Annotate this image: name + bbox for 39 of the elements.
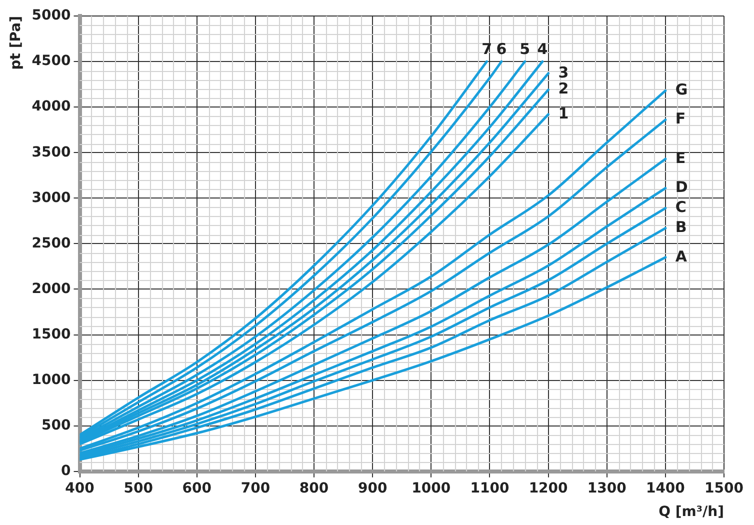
series-label: C — [675, 198, 686, 216]
series-label: F — [675, 110, 686, 128]
x-tick-label: 400 — [65, 480, 95, 496]
y-tick-label: 1000 — [32, 372, 72, 388]
series-label: A — [675, 247, 688, 266]
y-tick-label: 4000 — [32, 98, 72, 115]
series-label: 2 — [558, 80, 569, 98]
x-tick-label: 1300 — [587, 480, 627, 496]
x-tick-label: 1500 — [704, 480, 744, 496]
x-tick-label: 600 — [182, 480, 212, 496]
x-tick-label: 800 — [299, 480, 329, 496]
series-label: G — [675, 80, 688, 99]
y-tick-label: 2000 — [32, 280, 72, 297]
y-tick-label: 3000 — [32, 190, 72, 206]
x-axis-title: Q [m³/h] — [658, 504, 724, 520]
series-label: 3 — [558, 63, 569, 82]
y-tick-label: 5000 — [32, 8, 72, 24]
x-tick-label: 1100 — [470, 480, 510, 496]
series-label: 6 — [496, 40, 507, 58]
x-tick-label: 900 — [358, 480, 388, 496]
y-tick-label: 3500 — [32, 144, 72, 160]
series-label: 5 — [520, 40, 530, 58]
series-label: 7 — [482, 40, 492, 58]
x-tick-label: 500 — [124, 480, 154, 496]
series-label: D — [675, 178, 688, 196]
series-label: E — [675, 148, 686, 167]
y-tick-label: 2500 — [32, 235, 72, 252]
y-tick-label: 500 — [42, 418, 72, 434]
series-label: 4 — [537, 40, 548, 58]
y-axis-title: pt [Pa] — [8, 16, 24, 70]
x-tick-label: 1000 — [412, 480, 451, 496]
x-tick-label: 1400 — [646, 480, 686, 496]
series-label: B — [675, 218, 687, 236]
x-tick-label: 700 — [240, 480, 270, 496]
y-tick-label: 1500 — [32, 326, 72, 342]
series-label: 1 — [558, 104, 569, 122]
x-tick-label: 1200 — [528, 480, 568, 496]
y-tick-label: 0 — [61, 463, 72, 480]
y-tick-label: 4500 — [32, 53, 72, 70]
